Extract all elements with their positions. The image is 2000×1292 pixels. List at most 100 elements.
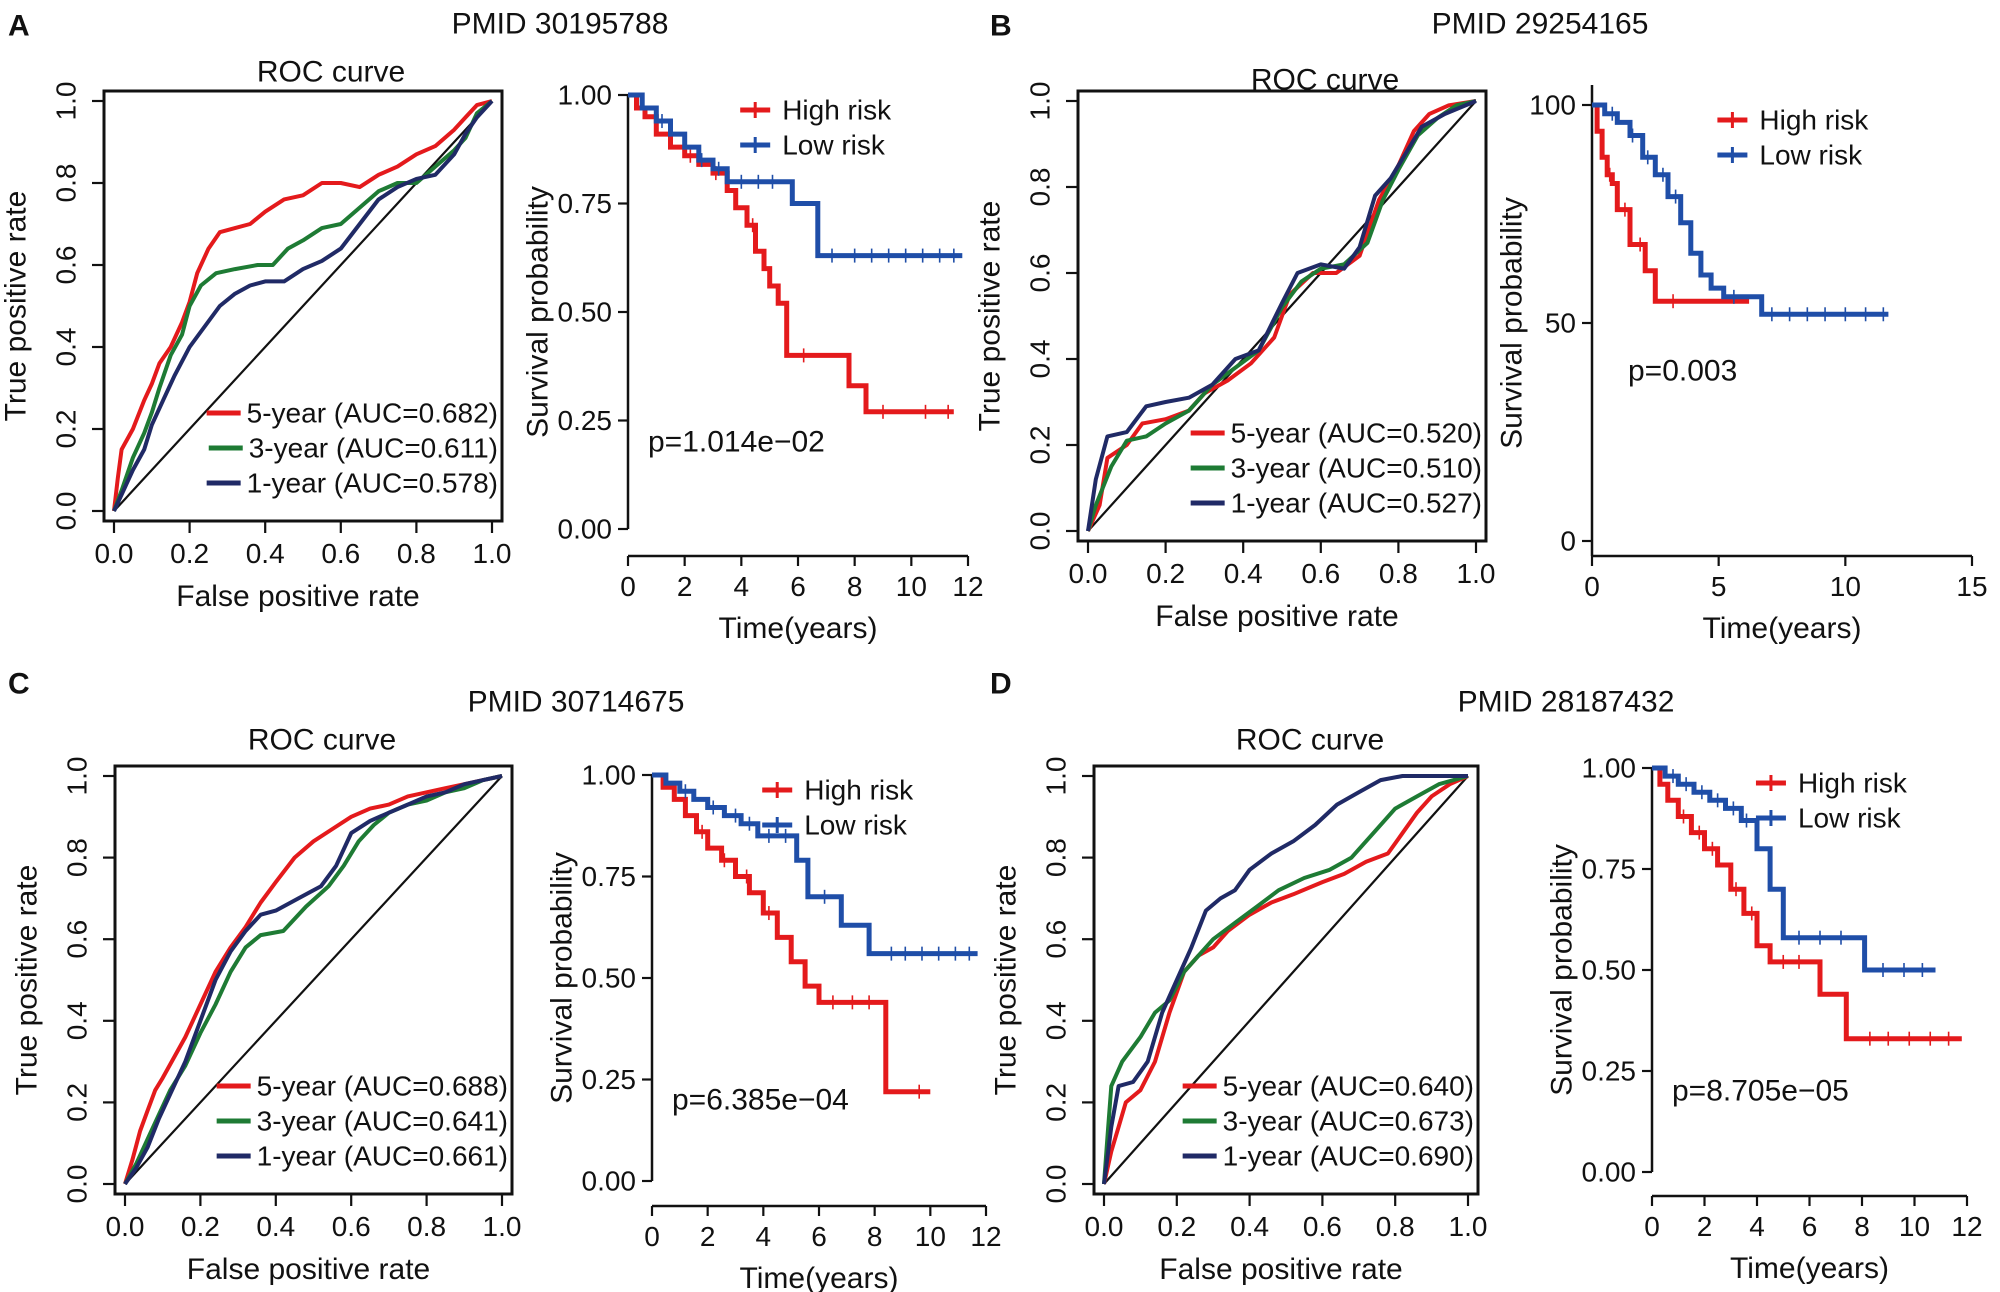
panel-letter: A — [8, 10, 30, 43]
km-x-tick-label: 8 — [1854, 1211, 1870, 1242]
roc-x-tick-label: 0.4 — [1224, 558, 1263, 589]
roc-legend-label: 5-year (AUC=0.640) — [1223, 1071, 1474, 1102]
roc-x-tick-label: 0.0 — [1085, 1211, 1124, 1242]
roc-frame — [113, 764, 514, 1196]
roc-x-tick-label: 0.6 — [321, 538, 360, 569]
km-x-tick-label: 12 — [970, 1221, 1001, 1252]
roc-legend-label: 1-year (AUC=0.690) — [1223, 1141, 1474, 1172]
roc-x-tick-label: 0.0 — [95, 538, 134, 569]
roc-legend-label: 3-year (AUC=0.641) — [257, 1106, 508, 1137]
km-y-tick-label: 100 — [1529, 90, 1576, 121]
roc-x-tick-label: 0.6 — [332, 1211, 371, 1242]
roc-diagonal — [113, 100, 493, 512]
km-y-tick-label: 0.25 — [1582, 1056, 1637, 1087]
roc-x-tick-label: 0.8 — [1379, 558, 1418, 589]
km-y-axis-label: Survival probability — [1496, 197, 1529, 449]
roc-x-tick-label: 0.6 — [1301, 558, 1340, 589]
roc-y-tick-label: 0.2 — [51, 410, 82, 449]
km-y-tick-label: 0 — [1560, 526, 1576, 557]
roc-x-tick-label: 0.4 — [256, 1211, 295, 1242]
km-curve-low-risk — [1592, 102, 1889, 317]
km-y-axis-label: Survival probability — [1546, 844, 1579, 1096]
roc-legend-label: 1-year (AUC=0.527) — [1231, 488, 1482, 519]
roc-x-tick-label: 0.4 — [1230, 1211, 1269, 1242]
roc-y-tick-label: 0.0 — [1041, 1165, 1072, 1204]
roc-y-tick-label: 0.8 — [1025, 168, 1056, 207]
km-x-tick-label: 8 — [847, 571, 863, 602]
km-x-tick-label: 2 — [700, 1221, 716, 1252]
km-y-tick-label: 1.00 — [582, 760, 637, 791]
km-plot: 0 2 4 6 8 10 12 0.00 0.25 0.50 0.75 1.00 Time(years)… — [1546, 753, 1983, 1286]
km-y-axis-label: Survival probability — [522, 186, 555, 438]
km-p-value: p=0.003 — [1628, 354, 1737, 387]
roc-y-tick-label: 0.4 — [1025, 340, 1056, 379]
roc-curve-1-year — [112, 99, 494, 512]
km-x-tick-label: 0 — [644, 1221, 660, 1252]
km-x-tick-label: 0 — [1644, 1211, 1660, 1242]
km-curve-low-risk — [652, 772, 978, 957]
roc-y-tick-label: 0.2 — [1025, 426, 1056, 465]
roc-x-axis-label: False positive rate — [176, 580, 419, 613]
roc-x-tick-label: 0.4 — [246, 538, 285, 569]
roc-curve-1-year — [1102, 774, 1468, 1185]
roc-x-tick-label: 0.0 — [1069, 558, 1108, 589]
roc-y-tick-label: 1.0 — [1025, 82, 1056, 121]
roc-y-axis-label: True positive rate — [11, 865, 44, 1096]
km-x-tick-label: 6 — [1802, 1211, 1818, 1242]
km-y-axis-label: Survival probability — [546, 852, 579, 1104]
roc-curve-5-year — [112, 99, 493, 512]
roc-title: ROC curve — [257, 56, 405, 89]
roc-y-tick-label: 0.4 — [1041, 1001, 1072, 1040]
km-x-tick-label: 8 — [867, 1221, 883, 1252]
km-legend-label: Low risk — [782, 130, 886, 161]
roc-x-tick-label: 1.0 — [483, 1211, 522, 1242]
km-x-tick-label: 10 — [1830, 571, 1861, 602]
roc-y-axis-label: True positive rate — [974, 201, 1007, 432]
roc-curve-1-year — [1086, 99, 1477, 532]
roc-legend-label: 3-year (AUC=0.510) — [1231, 453, 1482, 484]
km-curve-low-risk — [628, 92, 963, 259]
roc-diagonal — [1103, 775, 1469, 1185]
km-curve-high-risk — [628, 92, 954, 415]
km-x-tick-label: 10 — [915, 1221, 946, 1252]
roc-x-axis-label: False positive rate — [187, 1253, 430, 1286]
panel-title: PMID 29254165 — [1432, 8, 1649, 41]
panel-a: A PMID 30195788 ROC curve 0.0 0.2 0.4 0.6 0.8 1.… — [0, 8, 984, 646]
km-y-tick-label: 0.50 — [582, 963, 637, 994]
roc-x-tick-label: 1.0 — [1457, 558, 1496, 589]
roc-x-tick-label: 0.0 — [106, 1211, 145, 1242]
km-p-value: p=6.385e−04 — [672, 1083, 849, 1116]
km-legend-label: High risk — [804, 775, 914, 806]
km-x-tick-label: 4 — [1749, 1211, 1765, 1242]
km-x-tick-label: 4 — [734, 571, 750, 602]
km-plot: 0 5 10 15 0 50 100 Time(years) Survival probabil… — [1496, 85, 1988, 645]
roc-y-tick-label: 0.2 — [1041, 1083, 1072, 1122]
roc-curve-5-year — [1102, 774, 1469, 1185]
panel-letter: C — [8, 668, 30, 701]
panel-d: D PMID 28187432 ROC curve 0.0 0.2 0.4 0.6 0.8 1.… — [990, 668, 1983, 1287]
km-x-tick-label: 6 — [790, 571, 806, 602]
km-x-tick-label: 15 — [1956, 571, 1987, 602]
roc-x-tick-label: 0.2 — [1146, 558, 1185, 589]
panel-title: PMID 30195788 — [452, 8, 669, 41]
km-x-tick-label: 0 — [1584, 571, 1600, 602]
km-legend-label: High risk — [1759, 105, 1869, 136]
km-legend-label: High risk — [1798, 768, 1908, 799]
km-p-value: p=1.014e−02 — [648, 426, 825, 459]
km-y-tick-label: 0.50 — [1582, 955, 1637, 986]
roc-legend-label: 3-year (AUC=0.611) — [249, 433, 498, 464]
km-legend-label: Low risk — [804, 810, 908, 841]
km-y-tick-label: 0.25 — [582, 1064, 637, 1095]
roc-legend-label: 5-year (AUC=0.520) — [1231, 418, 1482, 449]
km-x-tick-label: 0 — [620, 571, 636, 602]
panel-title: PMID 30714675 — [468, 686, 685, 719]
km-plot: 0 2 4 6 8 10 12 0.00 0.25 0.50 0.75 1.00 Time(years)… — [546, 760, 1002, 1292]
roc-title: ROC curve — [1236, 724, 1384, 757]
roc-y-tick-label: 0.6 — [1025, 254, 1056, 293]
km-legend-label: Low risk — [1798, 803, 1902, 834]
km-x-axis-label: Time(years) — [1730, 1252, 1889, 1285]
km-y-tick-label: 0.75 — [1582, 854, 1637, 885]
